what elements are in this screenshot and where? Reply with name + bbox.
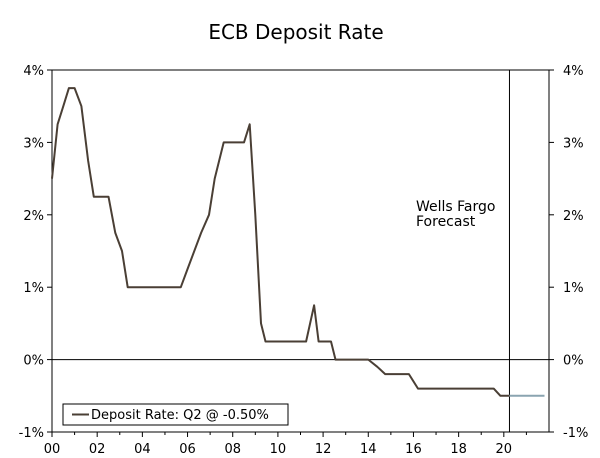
x-tick-label: 20 bbox=[496, 442, 513, 457]
y-right-tick-label: 3% bbox=[563, 136, 584, 151]
y-left-tick-label: 3% bbox=[23, 136, 44, 151]
legend: Deposit Rate: Q2 @ -0.50% bbox=[62, 403, 289, 426]
x-tick-label: 00 bbox=[44, 442, 61, 457]
forecast-annotation: Wells Fargo Forecast bbox=[416, 199, 495, 230]
y-left-tick-label: 4% bbox=[23, 64, 44, 79]
axis-lines bbox=[52, 70, 549, 432]
x-tick-label: 02 bbox=[89, 442, 106, 457]
series-layer bbox=[51, 87, 545, 397]
forecast-annotation-line-1: Wells Fargo bbox=[416, 199, 495, 215]
y-left-tick-label: 2% bbox=[23, 209, 44, 224]
series-line-deposit-rate bbox=[51, 87, 510, 397]
y-left-tick-label: 0% bbox=[23, 354, 44, 369]
plot-border bbox=[51, 69, 550, 433]
y-left-tick-label: 1% bbox=[23, 281, 44, 296]
y-axis-right-ticks: 4% 3% 2% 1% 0% -1% bbox=[549, 64, 588, 441]
y-right-tick-label: 1% bbox=[563, 281, 584, 296]
x-tick-label: 16 bbox=[405, 442, 422, 457]
plot-frame bbox=[51, 69, 550, 433]
y-right-tick-label: 2% bbox=[563, 209, 584, 224]
x-tick-label: 12 bbox=[315, 442, 332, 457]
x-tick-label: 14 bbox=[360, 442, 377, 457]
chart-title: ECB Deposit Rate bbox=[208, 20, 383, 44]
x-tick-label: 04 bbox=[134, 442, 151, 457]
y-right-tick-label: 4% bbox=[563, 64, 584, 79]
y-axis-left-ticks: 4% 3% 2% 1% 0% -1% bbox=[19, 64, 52, 441]
legend-box bbox=[62, 403, 289, 426]
x-tick-label: 18 bbox=[450, 442, 467, 457]
x-tick-label: 10 bbox=[270, 442, 287, 457]
y-left-tick-label: -1% bbox=[19, 426, 44, 441]
x-tick-label: 08 bbox=[224, 442, 241, 457]
legend-label: Deposit Rate: Q2 @ -0.50% bbox=[91, 408, 269, 423]
y-right-tick-label: 0% bbox=[563, 354, 584, 369]
x-axis-ticks: 00 02 04 06 08 10 12 14 16 18 20 bbox=[44, 432, 527, 457]
forecast-annotation-line-2: Forecast bbox=[416, 214, 476, 230]
x-tick-label: 06 bbox=[179, 442, 196, 457]
y-right-tick-label: -1% bbox=[563, 426, 588, 441]
